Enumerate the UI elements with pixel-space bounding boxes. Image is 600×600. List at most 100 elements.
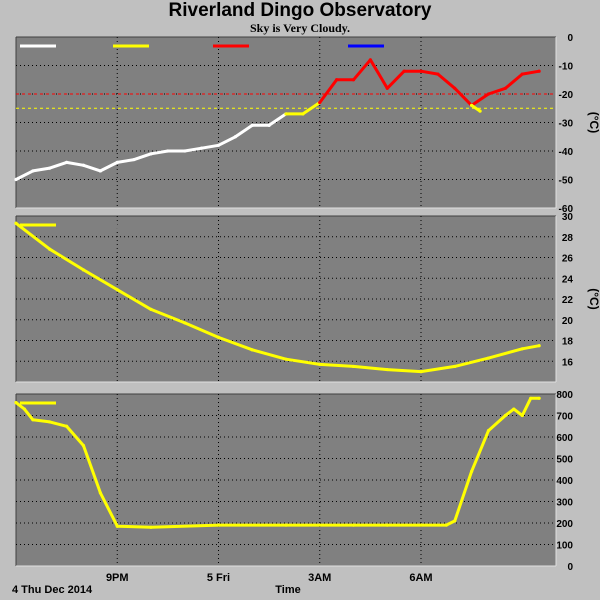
daylight-data-point xyxy=(503,413,507,418)
sky-data-point xyxy=(250,123,254,127)
daylight-data-point xyxy=(529,396,533,400)
sky-data-point xyxy=(183,149,187,153)
sky-series-line xyxy=(318,58,541,107)
daylight-y-tick-label: 100 xyxy=(556,541,573,552)
daylight-legend-label: Daylight xyxy=(62,398,106,410)
daylight-y-tick-label: 200 xyxy=(556,519,573,530)
temperature-unit-label: (°C) xyxy=(587,288,600,309)
sky-y-tick-label: 0 xyxy=(567,33,573,44)
sky-data-point xyxy=(233,135,237,139)
sky-series-line xyxy=(470,103,482,113)
temperature-y-tick-label: 24 xyxy=(562,274,574,285)
sky-data-point xyxy=(301,112,305,116)
x-tick-label: 3AM xyxy=(308,572,331,584)
temperature-panel xyxy=(16,216,556,382)
sky-y-tick-label: -10 xyxy=(559,62,574,73)
daylight-data-point xyxy=(453,519,457,523)
sky-data-point xyxy=(402,69,406,73)
sky-data-point xyxy=(31,169,35,173)
temperature-y-tick-label: 30 xyxy=(562,212,574,223)
temperature-y-tick-label: 20 xyxy=(562,316,574,327)
daylight-data-point xyxy=(31,418,35,422)
sky-data-point xyxy=(470,103,474,107)
x-axis-title: Time xyxy=(275,584,300,596)
sky-data-point xyxy=(81,163,86,167)
sky-data-point xyxy=(503,86,507,90)
sky-data-point xyxy=(478,109,482,113)
sky-data-point xyxy=(453,86,457,90)
daylight-data-point xyxy=(419,523,423,527)
x-tick-label: 9PM xyxy=(106,572,129,584)
daylight-y-tick-label: 700 xyxy=(556,412,573,423)
daylight-y-tick-label: 400 xyxy=(556,476,573,487)
daylight-data-point xyxy=(486,428,491,433)
x-start-date-label: 4 Thu Dec 2014 xyxy=(12,584,93,596)
daylight-panel xyxy=(16,394,556,566)
temperature-legend-label: Ambient Temp xyxy=(62,220,138,232)
sky-data-point xyxy=(65,160,69,164)
temperature-data-point xyxy=(537,344,541,348)
sky-data-point xyxy=(284,112,288,116)
sky-data-point xyxy=(537,69,541,73)
daylight-data-point xyxy=(444,523,448,527)
sky-data-point xyxy=(267,123,271,127)
sky-panel xyxy=(16,37,556,208)
sky-data-point xyxy=(98,169,102,173)
temperature-data-point xyxy=(115,288,119,292)
sky-data-point xyxy=(132,157,136,162)
daylight-data-point xyxy=(115,524,119,528)
sky-y-tick-label: -60 xyxy=(559,204,574,215)
temperature-y-tick-label: 22 xyxy=(562,295,574,306)
sky-data-point xyxy=(48,166,52,170)
daylight-data-point xyxy=(284,523,288,527)
daylight-data-point xyxy=(470,469,474,473)
sky-data-point xyxy=(385,86,389,90)
sky-y-tick-label: -40 xyxy=(559,147,574,158)
sky-data-point xyxy=(14,177,18,182)
sky-status-subtitle: Sky is Very Cloudy. xyxy=(249,21,351,35)
temperature-data-point xyxy=(183,321,187,325)
sky-legend-label: Very Cloudy xyxy=(255,41,319,53)
temperature-data-point xyxy=(81,268,86,272)
sky-y-tick-label: -50 xyxy=(559,176,574,187)
daylight-data-point xyxy=(22,407,27,411)
daylight-data-point xyxy=(65,424,69,428)
sky-legend-label: Cloudy xyxy=(155,41,193,53)
sky-y-tick-label: -20 xyxy=(559,90,574,101)
daylight-data-point xyxy=(385,523,389,527)
sky-legend-label: Wet xyxy=(390,41,410,53)
temperature-data-point xyxy=(149,307,153,311)
sky-data-point xyxy=(351,78,356,82)
temperature-y-tick-label: 26 xyxy=(562,254,574,265)
daylight-y-tick-label: 800 xyxy=(556,390,573,401)
daylight-data-point xyxy=(14,401,18,405)
daylight-data-point xyxy=(216,523,221,527)
temperature-data-point xyxy=(318,362,322,366)
temperature-data-point xyxy=(250,348,254,352)
daylight-y-tick-label: 500 xyxy=(556,455,573,466)
sky-data-point xyxy=(318,100,322,105)
sky-data-point xyxy=(368,58,372,62)
daylight-data-point xyxy=(48,420,52,424)
sky-data-point xyxy=(115,160,119,164)
sky-data-point xyxy=(520,72,524,76)
temperature-data-point xyxy=(48,247,52,251)
daylight-data-point xyxy=(98,491,102,495)
daylight-data-point xyxy=(351,523,356,527)
daylight-y-tick-label: 600 xyxy=(556,433,573,444)
sky-data-point xyxy=(200,146,204,150)
sky-y-tick-label: -30 xyxy=(559,119,574,130)
temperature-data-point xyxy=(419,370,423,374)
x-tick-label: 6AM xyxy=(409,572,432,584)
temperature-y-tick-label: 16 xyxy=(562,357,574,368)
sky-data-point xyxy=(149,152,153,156)
temperature-data-point xyxy=(14,221,18,225)
temperature-data-point xyxy=(486,356,491,360)
temperature-y-tick-label: 28 xyxy=(562,233,574,244)
sky-data-point xyxy=(486,92,491,96)
temperature-data-point xyxy=(216,335,221,339)
daylight-data-point xyxy=(149,525,153,529)
daylight-y-tick-label: 300 xyxy=(556,498,573,509)
daylight-data-point xyxy=(512,407,516,411)
